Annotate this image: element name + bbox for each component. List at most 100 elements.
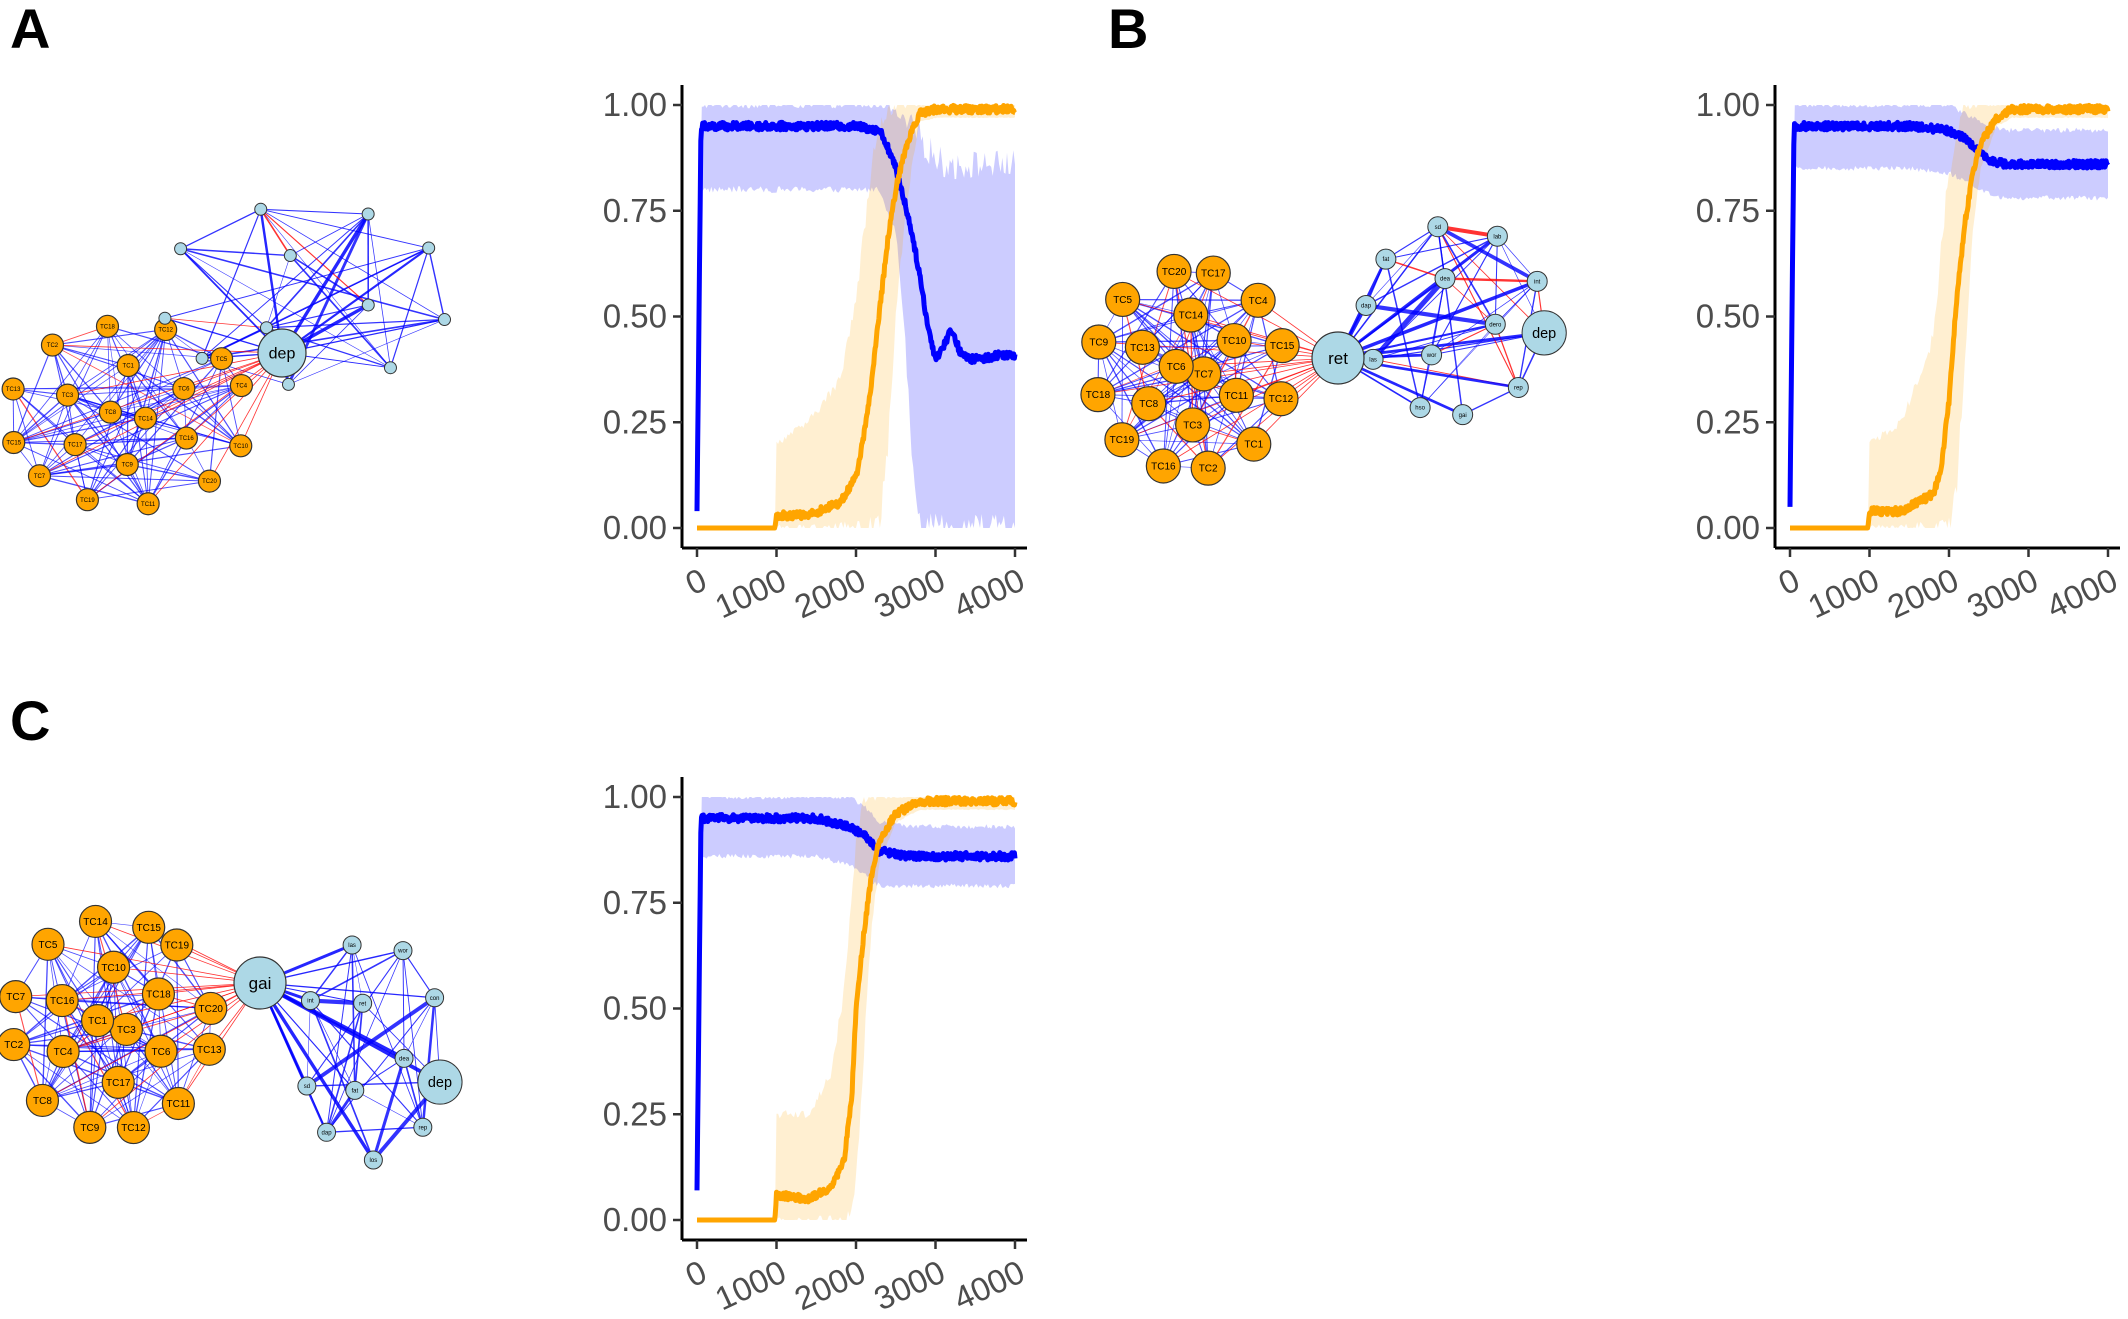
node-circle bbox=[438, 313, 452, 327]
edge bbox=[1192, 300, 1259, 426]
y-tick-label: 0.25 bbox=[603, 1095, 667, 1132]
node-label: TC10 bbox=[1222, 336, 1247, 347]
node-circle bbox=[1486, 225, 1508, 247]
node-label: TC5 bbox=[216, 357, 228, 363]
orange-node: TC17 bbox=[63, 433, 87, 457]
node-circle bbox=[192, 1032, 226, 1066]
y-tick-label: 0.50 bbox=[603, 990, 667, 1027]
node-circle bbox=[46, 1034, 80, 1069]
nodes: TC1 TC2 TC16 TC19 TC18 TC9 TC5 TC20 TC17 TC4 TC15 T… bbox=[1080, 216, 1567, 486]
blue-node: dap bbox=[317, 1122, 337, 1142]
node-circle bbox=[1355, 294, 1377, 316]
panel-c: C TC11 TC12 TC9 TC8 TC2 TC7 TC5 TC14 TC15 TC19 TC2… bbox=[0, 689, 1030, 1317]
orange-node: TC1 bbox=[116, 353, 140, 378]
node-circle bbox=[197, 469, 222, 493]
edge bbox=[117, 944, 178, 1083]
node-label: TC7 bbox=[6, 992, 25, 1003]
edge bbox=[67, 326, 108, 396]
network-graph-b: TC1 TC2 TC16 TC19 TC18 TC9 TC5 TC20 TC17 TC4 TC15 T… bbox=[1080, 216, 1567, 486]
edge bbox=[13, 1044, 134, 1128]
edge bbox=[180, 248, 445, 321]
node-label: TC9 bbox=[80, 1123, 99, 1134]
node-label: lab bbox=[1493, 234, 1502, 240]
node-label: TC11 bbox=[141, 502, 156, 508]
panel-a: A TC20TC11TC19TC7TC15TC13TC2TC18TC12TC5T… bbox=[1, 0, 1030, 626]
orange-node: TC2 bbox=[40, 333, 65, 357]
node-label: TC19 bbox=[1110, 435, 1135, 446]
node-circle bbox=[25, 1083, 60, 1118]
orange-node: TC13 bbox=[1, 377, 25, 401]
edge bbox=[266, 304, 369, 329]
node-circle bbox=[1507, 376, 1529, 398]
node-circle bbox=[393, 941, 413, 961]
node-label: ret bbox=[359, 1001, 366, 1007]
edge bbox=[39, 437, 187, 477]
node-circle bbox=[78, 904, 113, 939]
blue-node: dap bbox=[1355, 294, 1377, 316]
edge bbox=[164, 247, 429, 319]
node-circle bbox=[1236, 426, 1272, 462]
node-circle bbox=[195, 351, 209, 365]
node-circle bbox=[1521, 310, 1567, 356]
x-tick-label: 1000 bbox=[709, 561, 791, 626]
edge bbox=[39, 463, 128, 477]
edge bbox=[67, 394, 128, 465]
blue-node: dea bbox=[394, 1048, 414, 1068]
y-tick-label: 0.25 bbox=[1696, 403, 1760, 440]
edge bbox=[1337, 323, 1496, 360]
node-label: TC9 bbox=[122, 463, 134, 469]
edge bbox=[126, 358, 223, 465]
edge bbox=[87, 480, 210, 501]
node-circle bbox=[132, 910, 166, 944]
orange-node: TC3 bbox=[109, 1012, 143, 1047]
node-circle bbox=[98, 400, 123, 424]
blue-node: int bbox=[1526, 270, 1548, 292]
node-label: wor bbox=[397, 949, 408, 955]
blue-node: int bbox=[300, 991, 320, 1011]
orange-node: TC6 bbox=[1158, 348, 1194, 384]
node-circle bbox=[297, 1076, 317, 1096]
edge bbox=[389, 247, 430, 368]
node-circle bbox=[254, 202, 268, 216]
orange-node: TC7 bbox=[0, 980, 33, 1014]
node-label: TC11 bbox=[1225, 391, 1249, 402]
edge bbox=[180, 248, 267, 329]
node-label: hso bbox=[1415, 406, 1425, 412]
y-tick-label: 0.75 bbox=[603, 884, 667, 921]
node-label: TC16 bbox=[50, 996, 75, 1007]
node-circle bbox=[1173, 297, 1209, 333]
edge bbox=[39, 352, 283, 477]
node-circle bbox=[1158, 348, 1194, 384]
edge bbox=[86, 365, 129, 500]
node-circle bbox=[144, 1034, 178, 1068]
network-graph-a: TC20 TC11 TC19 TC7 TC15 TC13 TC2 TC18 TC12 TC5 TC4… bbox=[1, 202, 452, 516]
node-label: TC14 bbox=[1179, 311, 1204, 322]
edge bbox=[95, 921, 119, 1083]
node-label: TC13 bbox=[6, 387, 21, 393]
orange-node: TC8 bbox=[98, 400, 123, 424]
node-circle bbox=[363, 1150, 383, 1170]
node-label: TC20 bbox=[1162, 267, 1187, 278]
edge bbox=[164, 317, 267, 329]
node-label: TC16 bbox=[179, 436, 194, 442]
x-tick-label: 1000 bbox=[709, 1253, 791, 1318]
y-tick-label: 1.00 bbox=[603, 778, 667, 815]
node-circle bbox=[1080, 377, 1116, 413]
node-label: las bbox=[1369, 357, 1377, 363]
edge bbox=[260, 208, 291, 256]
orange-node: TC5 bbox=[209, 347, 234, 371]
blue-node: dep bbox=[1521, 310, 1567, 356]
confidence-band-2 bbox=[697, 105, 1015, 528]
node-label: TC16 bbox=[1151, 461, 1176, 472]
orange-node: TC17 bbox=[101, 1065, 135, 1099]
node-label: TC2 bbox=[1199, 464, 1218, 475]
node-label: las bbox=[348, 943, 356, 949]
node-circle bbox=[1263, 381, 1299, 417]
edge bbox=[281, 247, 430, 354]
edge bbox=[126, 329, 167, 465]
edge bbox=[1098, 272, 1214, 343]
x-tick-label: 4000 bbox=[948, 1253, 1030, 1318]
node-circle bbox=[1421, 344, 1443, 366]
